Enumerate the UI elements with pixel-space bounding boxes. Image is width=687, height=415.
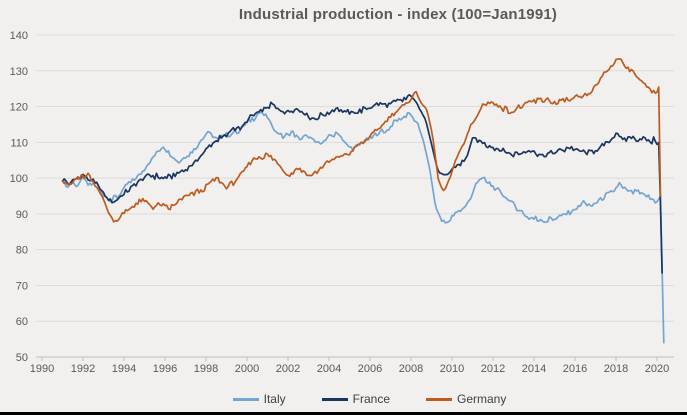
- series-line-italy: [61, 111, 665, 344]
- x-tick-label-2004: 2004: [317, 363, 341, 375]
- x-tick-label-1992: 1992: [71, 363, 95, 375]
- y-tick-label-140: 140: [10, 30, 28, 42]
- x-tick-label-2010: 2010: [440, 363, 464, 375]
- legend-swatch-germany: [426, 397, 452, 401]
- x-tick-label-2014: 2014: [522, 363, 546, 375]
- x-tick-label-1996: 1996: [153, 363, 177, 375]
- y-tick-label-50: 50: [16, 352, 28, 364]
- bottom-border: [0, 412, 687, 415]
- x-tick-label-1990: 1990: [30, 363, 54, 375]
- chart-title: Industrial production - index (100=Jan19…: [238, 6, 558, 23]
- y-tick-label-80: 80: [16, 245, 28, 257]
- series-line-germany: [61, 58, 662, 223]
- y-tick-label-70: 70: [16, 280, 28, 292]
- x-axis-labels: 1990 1992 1994 1996 1998 2000 2002 2004 2006 2008…: [30, 357, 669, 375]
- y-tick-label-60: 60: [16, 316, 28, 328]
- y-tick-label-100: 100: [10, 173, 28, 185]
- legend-item-france: France: [321, 392, 390, 406]
- x-tick-label-2016: 2016: [563, 363, 587, 375]
- x-tick-label-2002: 2002: [276, 363, 300, 375]
- legend-label-germany: Germany: [457, 392, 507, 406]
- y-axis-labels: 50 60 70 80 90 100 110 120 130 140: [10, 30, 28, 364]
- chart-legend: Italy France Germany: [0, 392, 687, 406]
- legend-item-italy: Italy: [232, 392, 286, 406]
- series-line-france: [61, 93, 663, 274]
- x-tick-label-1994: 1994: [112, 363, 136, 375]
- legend-label-france: France: [352, 392, 390, 406]
- y-tick-label-90: 90: [16, 209, 28, 221]
- legend-swatch-france: [321, 397, 348, 401]
- legend-label-italy: Italy: [263, 392, 286, 406]
- x-tick-label-2008: 2008: [399, 363, 423, 375]
- x-tick-label-2006: 2006: [358, 363, 382, 375]
- x-tick-label-2012: 2012: [481, 363, 505, 375]
- legend-swatch-italy: [232, 397, 259, 401]
- x-tick-label-1998: 1998: [194, 363, 218, 375]
- x-tick-label-2020: 2020: [645, 363, 669, 375]
- x-tick-label-2018: 2018: [604, 363, 628, 375]
- gridlines: [36, 34, 674, 358]
- legend-item-germany: Germany: [426, 392, 506, 406]
- y-tick-label-130: 130: [10, 66, 28, 78]
- series-lines: [61, 58, 665, 344]
- x-tick-label-2000: 2000: [235, 363, 259, 375]
- y-tick-label-110: 110: [10, 137, 28, 149]
- y-tick-label-120: 120: [10, 102, 28, 114]
